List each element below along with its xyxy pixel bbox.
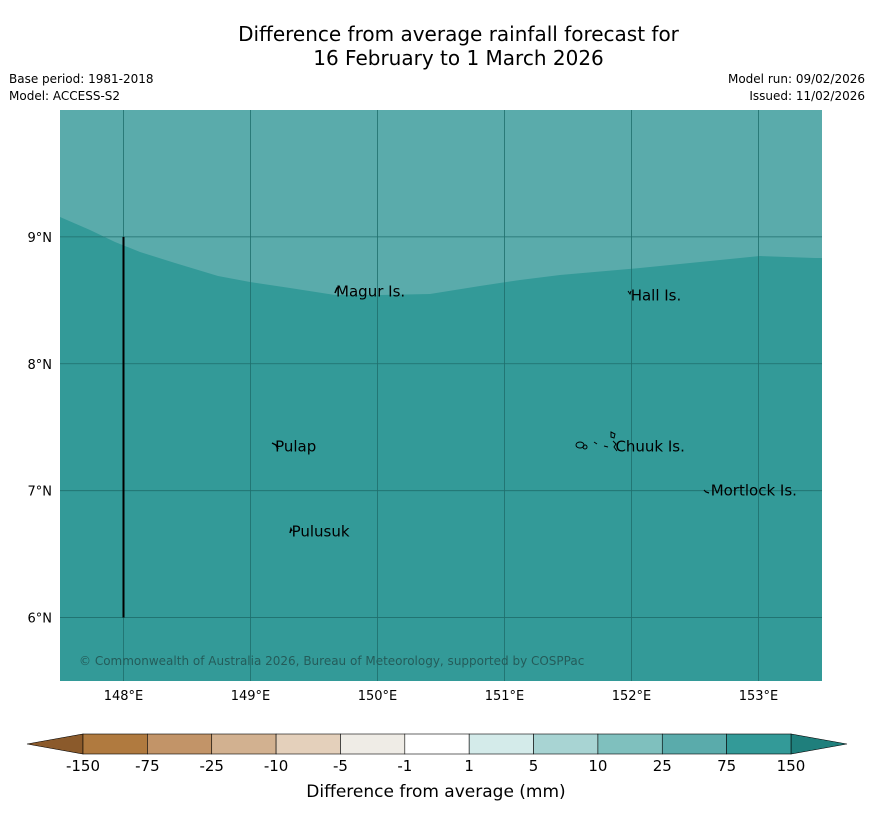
colorbar-segment (340, 733, 406, 755)
title-line-1: Difference from average rainfall forecas… (238, 22, 679, 46)
x-tick-label: 151°E (485, 689, 525, 704)
colorbar-title: Difference from average (mm) (306, 782, 565, 802)
colorbar-tick-label: 10 (588, 757, 607, 775)
colorbar-segment (404, 733, 470, 755)
colorbar: -150 -75 -25 -10 -5 -1 1 5 10 25 75 150 (26, 733, 848, 775)
x-axis-ticks: 148°E 149°E 150°E 151°E 152°E 153°E (104, 689, 779, 704)
issued-date: Issued: 11/02/2026 (749, 89, 865, 103)
place-label: Pulusuk (292, 522, 350, 540)
place-labels: Magur Is. Hall Is. Pulap Chuuk Is. Mortlock … (275, 282, 797, 540)
title-line-2: 16 February to 1 March 2026 (313, 46, 604, 70)
colorbar-tick-label: 5 (529, 757, 539, 775)
meta-right: Model run: 09/02/2026 Issued: 11/02/2026 (728, 71, 865, 105)
base-period: Base period: 1981-2018 (9, 72, 154, 86)
place-label: Chuuk Is. (615, 437, 684, 455)
colorbar-high-arrow (790, 733, 848, 755)
colorbar-tick-label: 75 (717, 757, 736, 775)
x-tick-label: 148°E (104, 689, 144, 704)
colorbar-tick-label: -25 (199, 757, 224, 775)
colorbar-tick-label: 150 (777, 757, 806, 775)
model-run: Model run: 09/02/2026 (727, 72, 865, 86)
colorbar-segment (726, 733, 792, 755)
colorbar-tick-label: 25 (653, 757, 672, 775)
y-tick-label: 8°N (28, 358, 53, 373)
model-name: Model: ACCESS-S2 (9, 89, 121, 103)
chuuk-island-outlines (575, 431, 618, 452)
pulap-island-outline (271, 442, 279, 450)
island-outlines (271, 286, 710, 534)
colorbar-tick-label: -150 (66, 757, 100, 775)
mortlock-island-outline (703, 489, 710, 494)
copyright-notice: © Commonwealth of Australia 2026, Bureau… (79, 654, 584, 668)
colorbar-tick-label: -1 (397, 757, 412, 775)
x-tick-label: 152°E (612, 689, 652, 704)
y-axis-ticks: 9°N 8°N 7°N 6°N (28, 231, 53, 627)
hall-island-outline (627, 290, 632, 296)
x-tick-label: 153°E (739, 689, 779, 704)
y-tick-label: 9°N (28, 231, 53, 246)
colorbar-segment (468, 733, 534, 755)
place-label: Magur Is. (336, 282, 405, 300)
pulusuk-island-outline (289, 526, 293, 534)
y-tick-label: 6°N (28, 612, 53, 627)
map-area: Magur Is. Hall Is. Pulap Chuuk Is. Mortlock … (60, 110, 822, 681)
x-tick-label: 149°E (231, 689, 271, 704)
colorbar-tick-label: -5 (333, 757, 348, 775)
colorbar-tick-label: -75 (135, 757, 160, 775)
place-label: Hall Is. (631, 286, 682, 304)
place-label: Pulap (275, 437, 316, 455)
colorbar-segment (147, 733, 213, 755)
colorbar-tick-label: -10 (264, 757, 289, 775)
place-label: Mortlock Is. (711, 482, 797, 500)
x-tick-label: 150°E (358, 689, 398, 704)
colorbar-segment (275, 733, 341, 755)
colorbar-segment (597, 733, 663, 755)
meta-left: Base period: 1981-2018 Model: ACCESS-S2 (9, 71, 154, 105)
colorbar-segment (82, 733, 148, 755)
colorbar-segment (211, 733, 277, 755)
map-title: Difference from average rainfall forecas… (0, 22, 873, 70)
colorbar-tick-label: 1 (464, 757, 474, 775)
colorbar-segment (661, 733, 727, 755)
magur-island-outline (334, 286, 340, 294)
colorbar-segment (533, 733, 599, 755)
colorbar-low-arrow (26, 733, 84, 755)
y-tick-label: 7°N (28, 485, 53, 500)
